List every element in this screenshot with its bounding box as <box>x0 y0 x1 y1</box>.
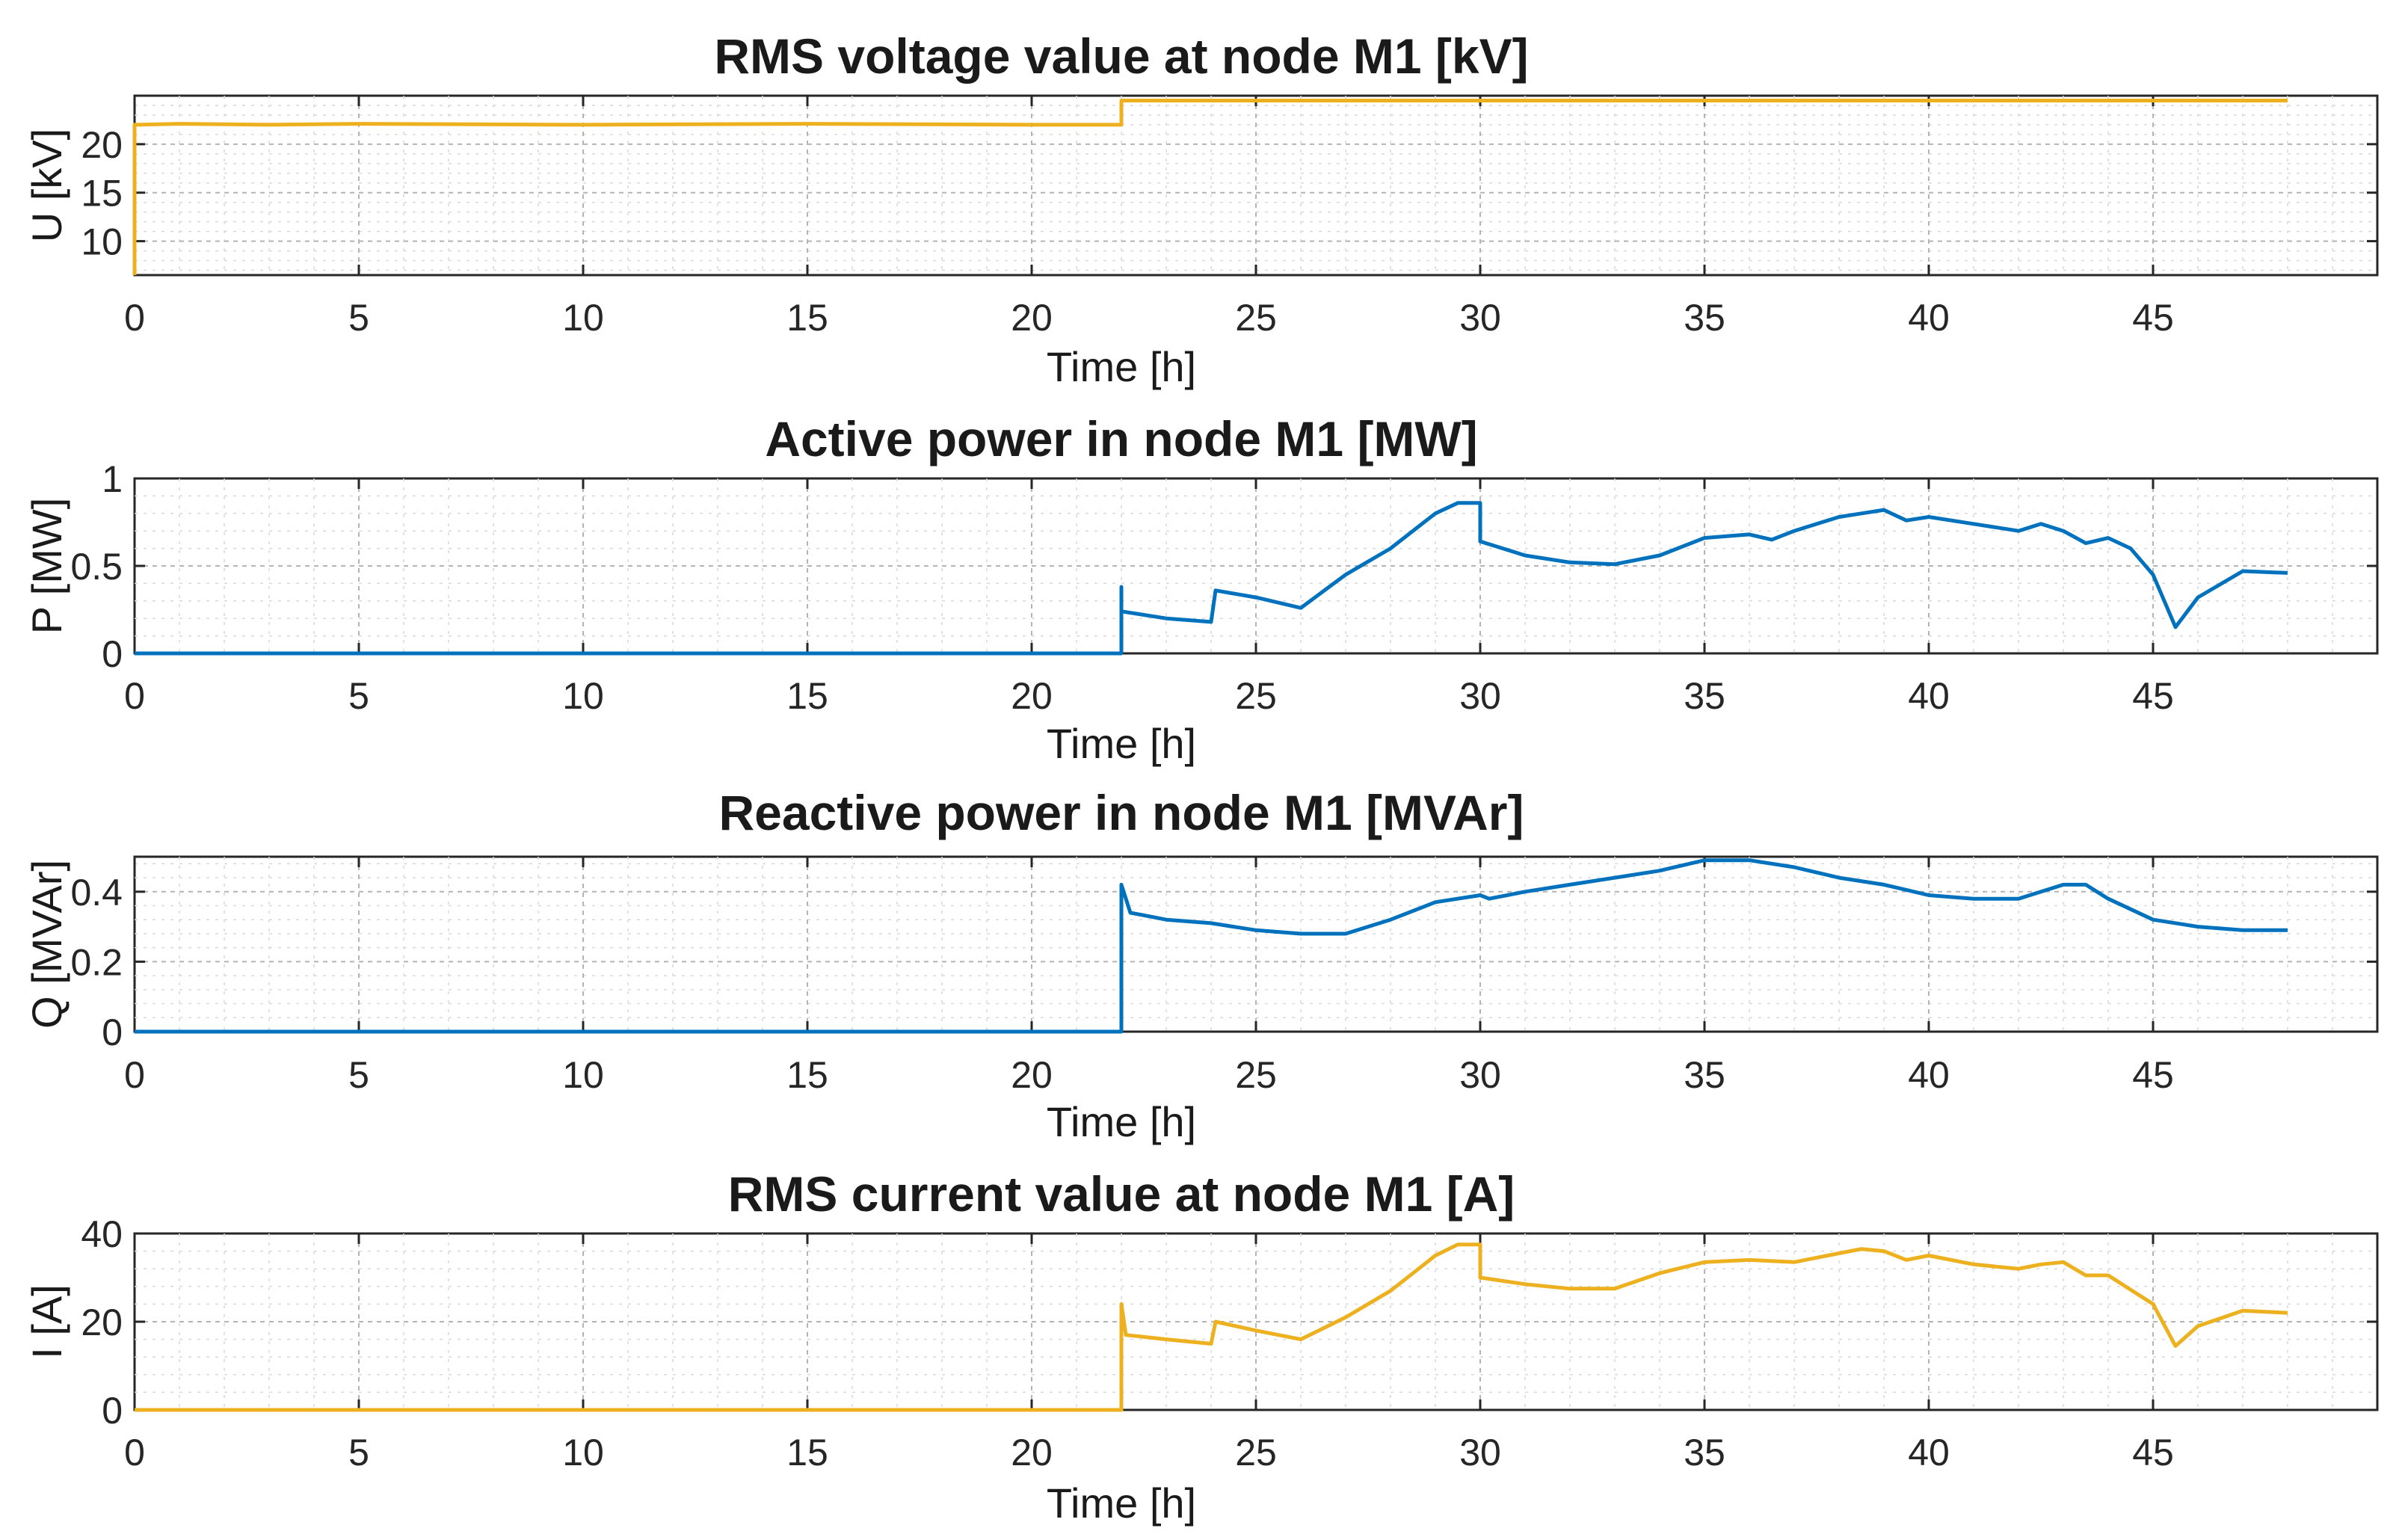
x-tick-label: 30 <box>1459 1054 1501 1096</box>
chart-panel-3: 0 5 10 15 20 25 30 35 40 45 0 0.2 0.4 Reactive power … <box>23 785 2379 1145</box>
x-tick-label: 20 <box>1011 297 1053 339</box>
chart-panel-4: 0 5 10 15 20 25 30 35 40 45 0 20 40 RMS current value… <box>23 1166 2379 1527</box>
x-axis-label: Time [h] <box>1047 343 1196 390</box>
x-tick-label: 35 <box>1684 675 1725 717</box>
x-tick-label: 0 <box>124 297 145 339</box>
x-tick-label: 5 <box>348 675 369 717</box>
chart-title: RMS current value at node M1 [A] <box>728 1166 1515 1222</box>
x-tick-label: 20 <box>1011 675 1053 717</box>
y-tick-label: 1 <box>102 458 123 500</box>
x-axis-label: Time [h] <box>1047 720 1196 767</box>
x-tick-label: 25 <box>1235 1432 1277 1473</box>
x-tick-label: 5 <box>348 1432 369 1473</box>
series-line-U <box>132 99 2288 275</box>
x-tick-label: 30 <box>1459 1432 1501 1473</box>
y-tick-label: 0.4 <box>70 872 123 914</box>
x-tick-label: 40 <box>1908 675 1950 717</box>
x-tick-label: 0 <box>124 675 145 717</box>
x-tick-label: 45 <box>2132 675 2174 717</box>
y-axis-label: I [A] <box>23 1284 70 1359</box>
x-tick-label: 10 <box>562 1054 604 1096</box>
y-tick-label: 0 <box>102 1390 123 1432</box>
plot-area <box>133 855 2379 1033</box>
x-tick-label: 35 <box>1684 1432 1725 1473</box>
series-line-I <box>135 1242 2288 1412</box>
chart-title: Active power in node M1 [MW] <box>765 411 1477 466</box>
x-tick-label: 30 <box>1459 297 1501 339</box>
chart-title: Reactive power in node M1 [MVAr] <box>719 785 1524 840</box>
x-tick-label: 15 <box>786 297 828 339</box>
x-tick-label: 40 <box>1908 1054 1950 1096</box>
x-tick-label: 10 <box>562 675 604 717</box>
x-tick-label: 35 <box>1684 297 1725 339</box>
y-tick-label: 15 <box>81 173 123 215</box>
x-tick-label: 45 <box>2132 1054 2174 1096</box>
x-tick-label: 45 <box>2132 297 2174 339</box>
y-tick-label: 40 <box>81 1213 123 1255</box>
y-tick-label: 0.5 <box>70 546 123 588</box>
x-axis-label: Time [h] <box>1047 1479 1196 1527</box>
x-tick-label: 30 <box>1459 675 1501 717</box>
x-tick-label: 5 <box>348 1054 369 1096</box>
x-tick-label: 25 <box>1235 1054 1277 1096</box>
x-tick-label: 15 <box>786 675 828 717</box>
series-line-P <box>135 501 2288 656</box>
x-tick-label: 20 <box>1011 1432 1053 1473</box>
x-tick-label: 15 <box>786 1432 828 1473</box>
x-axis-label: Time [h] <box>1047 1098 1196 1145</box>
x-tick-label: 35 <box>1684 1054 1725 1096</box>
x-tick-label: 10 <box>562 297 604 339</box>
x-tick-label: 5 <box>348 297 369 339</box>
x-tick-label: 25 <box>1235 675 1277 717</box>
y-tick-label: 0.2 <box>70 941 123 983</box>
x-tick-label: 10 <box>562 1432 604 1473</box>
y-tick-label: 20 <box>81 1302 123 1343</box>
y-tick-label: 0 <box>102 633 123 675</box>
x-tick-label: 20 <box>1011 1054 1053 1096</box>
y-axis-label: U [kV] <box>23 129 70 242</box>
chart-panel-2: 0 5 10 15 20 25 30 35 40 45 0 0.5 1 Active power in n… <box>23 411 2379 767</box>
x-tick-label: 15 <box>786 1054 828 1096</box>
x-tick-label: 40 <box>1908 297 1950 339</box>
y-tick-label: 0 <box>102 1011 123 1053</box>
y-tick-label: 10 <box>81 221 123 263</box>
y-axis-label: Q [MVAr] <box>23 860 70 1029</box>
x-tick-label: 0 <box>124 1432 145 1473</box>
x-tick-label: 25 <box>1235 297 1277 339</box>
x-tick-label: 0 <box>124 1054 145 1096</box>
chart-panel-1: 0 5 10 15 20 25 30 35 40 45 10 15 20 RMS voltage valu… <box>23 28 2379 390</box>
y-axis-label: P [MW] <box>23 498 70 635</box>
x-tick-label: 45 <box>2132 1432 2174 1473</box>
y-tick-label: 20 <box>81 124 123 166</box>
x-tick-label: 40 <box>1908 1432 1950 1473</box>
series-line-Q <box>135 858 2288 1034</box>
chart-title: RMS voltage value at node M1 [kV] <box>714 28 1528 84</box>
